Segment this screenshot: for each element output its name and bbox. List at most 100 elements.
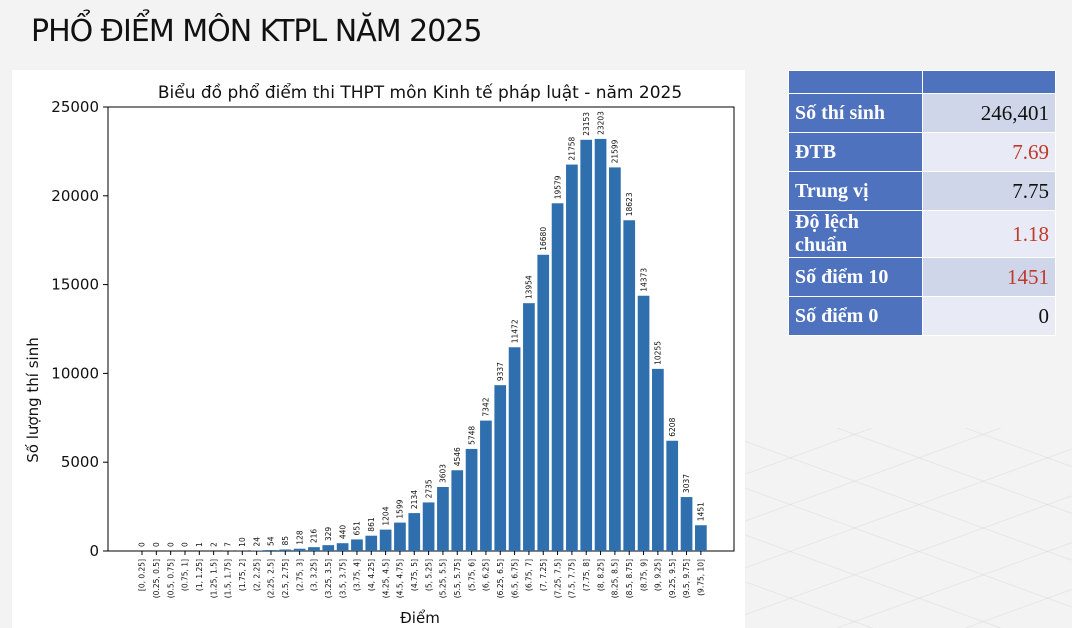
stats-label: Số thí sinh bbox=[788, 93, 923, 133]
x-tick-label: (1.25, 1.5] bbox=[209, 559, 218, 598]
bar-value-label: 861 bbox=[367, 517, 376, 532]
bar bbox=[379, 529, 392, 551]
x-tick-label: (1, 1.25] bbox=[195, 559, 204, 591]
y-tick-label: 0 bbox=[89, 542, 99, 560]
bar bbox=[265, 550, 277, 551]
bar bbox=[666, 440, 679, 551]
bar-value-label: 10 bbox=[238, 537, 247, 547]
bar-value-label: 11472 bbox=[510, 319, 519, 343]
stats-value: 7.75 bbox=[921, 171, 1056, 211]
x-tick-label: [0, 0.25] bbox=[138, 559, 147, 591]
bar-value-label: 13954 bbox=[525, 275, 534, 299]
bar bbox=[609, 167, 621, 551]
stats-value: 7.69 bbox=[921, 132, 1056, 172]
bar bbox=[494, 385, 507, 551]
stats-label: Độ lệch chuẩn bbox=[788, 210, 923, 258]
bar-value-label: 128 bbox=[295, 530, 304, 545]
x-tick-label: (4, 4.25] bbox=[367, 559, 376, 591]
x-tick-label: (9.5, 9.75] bbox=[682, 559, 691, 598]
y-tick-label: 10000 bbox=[51, 364, 99, 382]
bar bbox=[351, 539, 363, 551]
x-tick-label: (3.5, 3.75] bbox=[338, 559, 347, 598]
bar-value-label: 4546 bbox=[453, 447, 462, 466]
chart-panel: Biểu đồ phổ điểm thi THPT môn Kinh tế ph… bbox=[12, 70, 745, 628]
bar-value-label: 2735 bbox=[424, 479, 433, 498]
bar-value-label: 1599 bbox=[396, 499, 405, 518]
stats-value: 246,401 bbox=[921, 93, 1056, 133]
stats-header-row bbox=[788, 70, 1056, 94]
bar-value-label: 0 bbox=[181, 542, 190, 547]
bar-value-label: 3037 bbox=[682, 474, 691, 493]
histogram-chart: Biểu đồ phổ điểm thi THPT môn Kinh tế ph… bbox=[24, 82, 735, 627]
x-tick-label: (6, 6.25] bbox=[482, 559, 491, 591]
bar bbox=[451, 470, 464, 551]
stats-label: ĐTB bbox=[788, 132, 923, 172]
x-tick-label: (3.75, 4] bbox=[353, 559, 362, 591]
x-tick-label: (8, 8.25] bbox=[596, 559, 605, 591]
stats-label: Số điểm 10 bbox=[788, 257, 923, 297]
bar-value-label: 1 bbox=[195, 542, 204, 547]
bar-value-label: 21758 bbox=[568, 136, 577, 160]
bar bbox=[508, 347, 521, 551]
x-tick-label: (6.5, 6.75] bbox=[510, 559, 519, 598]
bar bbox=[480, 420, 492, 551]
x-tick-label: (2.75, 3] bbox=[295, 559, 304, 591]
x-tick-label: (9.75, 10] bbox=[697, 559, 706, 596]
x-tick-label: (0.25, 0.5] bbox=[152, 559, 161, 598]
stats-value: 1.18 bbox=[921, 210, 1056, 258]
x-tick-label: (2, 2.25] bbox=[252, 559, 261, 591]
y-axis-label: Số lượng thí sinh bbox=[24, 337, 42, 462]
bar bbox=[523, 303, 535, 551]
x-tick-label: (9, 9.25] bbox=[654, 559, 663, 591]
stats-header-cell bbox=[921, 70, 1056, 94]
x-tick-label: (7.5, 7.75] bbox=[568, 559, 577, 598]
bar-value-label: 1204 bbox=[381, 506, 390, 525]
bar-value-label: 5748 bbox=[467, 426, 476, 445]
x-tick-label: (5.5, 5.75] bbox=[453, 559, 462, 598]
bar-value-label: 14373 bbox=[639, 268, 648, 292]
x-tick-label: (5.75, 6] bbox=[467, 559, 476, 591]
y-tick-label: 25000 bbox=[51, 98, 99, 116]
bar bbox=[465, 448, 478, 551]
bar-value-label: 0 bbox=[152, 542, 161, 547]
bar-value-label: 3603 bbox=[439, 464, 448, 483]
page-title: PHỔ ĐIỂM MÔN KTPL NĂM 2025 bbox=[31, 14, 482, 49]
bar-value-label: 216 bbox=[310, 529, 319, 544]
stats-value: 0 bbox=[921, 296, 1056, 336]
bar bbox=[566, 164, 578, 551]
bar-value-label: 440 bbox=[338, 525, 347, 540]
bar bbox=[594, 138, 607, 551]
bar-value-label: 7 bbox=[224, 542, 233, 547]
bar bbox=[365, 535, 378, 551]
bar-value-label: 0 bbox=[138, 542, 147, 547]
x-axis-label: Điểm bbox=[400, 609, 440, 627]
stats-row: Số thí sinh 246,401 bbox=[788, 93, 1056, 133]
bar bbox=[551, 203, 564, 551]
bar-value-label: 23203 bbox=[596, 111, 605, 135]
bar-value-label: 2134 bbox=[410, 490, 419, 509]
bar bbox=[652, 368, 664, 551]
x-tick-label: (4.25, 4.5] bbox=[381, 559, 390, 598]
x-tick-label: (8.5, 8.75] bbox=[625, 559, 634, 598]
stats-row: ĐTB 7.69 bbox=[788, 132, 1056, 172]
background-grid-decoration bbox=[742, 428, 1072, 628]
y-tick-label: 20000 bbox=[51, 187, 99, 205]
bar-value-label: 7342 bbox=[482, 397, 491, 416]
x-tick-label: (4.5, 4.75] bbox=[396, 559, 405, 598]
bar-value-label: 54 bbox=[267, 536, 276, 546]
stats-value: 1451 bbox=[921, 257, 1056, 297]
stats-row: Số điểm 10 1451 bbox=[788, 257, 1056, 297]
bar bbox=[422, 502, 435, 551]
bar bbox=[623, 220, 636, 551]
bar-value-label: 18623 bbox=[625, 192, 634, 216]
x-tick-label: (7.75, 8] bbox=[582, 559, 591, 591]
plot-frame bbox=[107, 106, 735, 552]
bar bbox=[537, 254, 550, 552]
x-tick-label: (2.5, 2.75] bbox=[281, 559, 290, 598]
y-tick-label: 15000 bbox=[51, 276, 99, 294]
bar-value-label: 21599 bbox=[611, 139, 620, 163]
bar bbox=[408, 513, 421, 551]
bar-value-label: 1451 bbox=[697, 502, 706, 521]
x-tick-label: (0.5, 0.75] bbox=[166, 559, 175, 598]
bar-value-label: 10255 bbox=[654, 341, 663, 365]
